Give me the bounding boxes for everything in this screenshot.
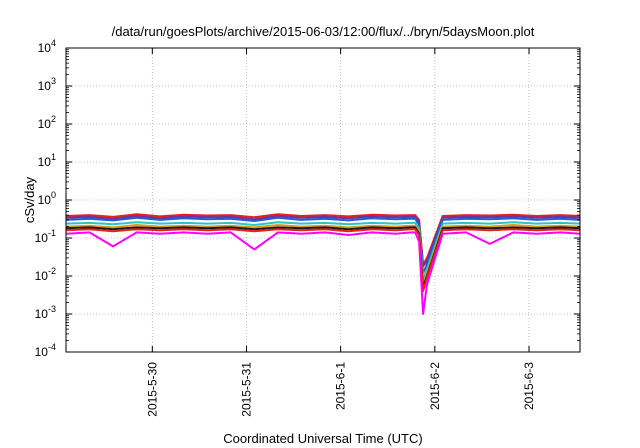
y-tick-label: 104 [38,38,56,55]
series-line-3 [65,216,581,274]
series-line-5 [65,224,581,286]
series-line-1 [65,213,581,266]
y-axis-label: cSv/day [22,176,37,223]
series-layer [65,213,581,315]
x-tick-label: 2015-6-3 [522,362,536,410]
y-tick-label: 103 [38,76,56,93]
plot-frame [65,47,581,353]
y-tick-label: 10-3 [35,304,56,321]
y-axis-ticks: 10-4 10-3 10-2 10-1 100 101 102 103 104 [35,38,580,359]
y-tick-label: 10-1 [35,228,56,245]
y-tick-label: 10-2 [35,266,56,283]
y-tick-label: 10-4 [35,342,56,359]
series-line-7 [65,228,581,293]
y-tick-label: 102 [38,114,56,131]
grid-lines [66,48,580,352]
series-line-2 [65,215,581,268]
chart-title: /data/run/goesPlots/archive/2015-06-03/1… [112,24,535,39]
y-tick-label: 101 [38,152,56,169]
series-line-6 [65,226,581,289]
series-line-4 [65,221,581,281]
x-tick-label: 2015-5-31 [239,362,253,417]
x-tick-label: 2015-6-2 [428,362,442,410]
series-line-8 [65,231,581,315]
x-axis-ticks: 2015-5-30 2015-5-31 2015-6-1 2015-6-2 2015-6… [145,48,536,417]
y-tick-label: 100 [38,190,56,207]
x-tick-label: 2015-6-1 [334,362,348,410]
x-tick-label: 2015-5-30 [145,362,159,417]
x-axis-label: Coordinated Universal Time (UTC) [223,431,422,446]
